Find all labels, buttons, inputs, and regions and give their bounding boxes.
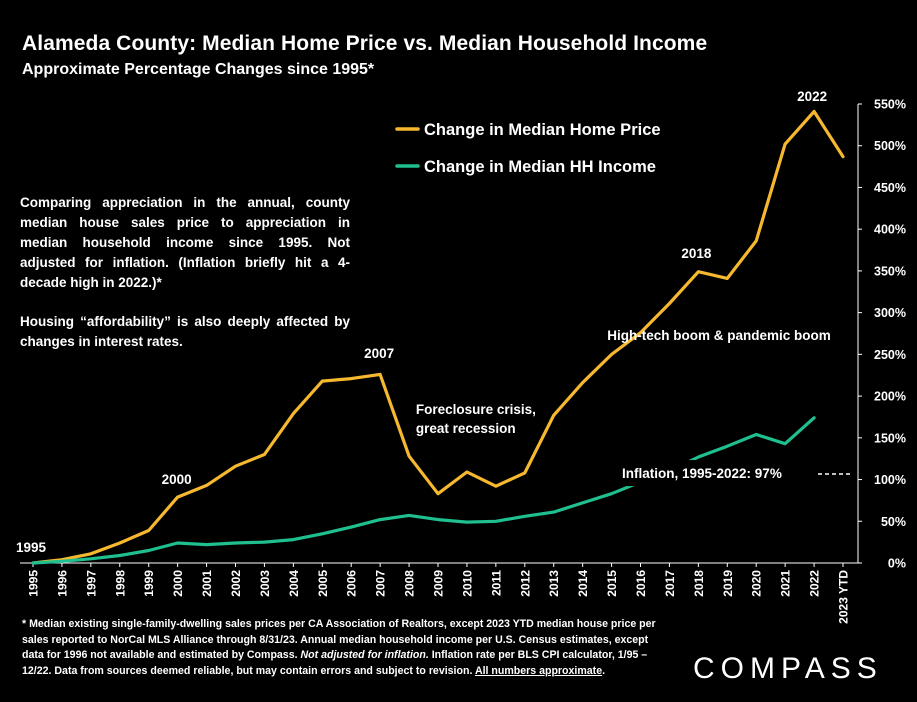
inflation-label: Inflation, 1995-2022: 97% bbox=[622, 466, 782, 481]
inflation-label-box bbox=[616, 460, 812, 487]
y-tick-label: 450% bbox=[874, 181, 906, 195]
x-tick-label: 2022 bbox=[808, 570, 822, 597]
footnote-part-1: * Median existing single-family-dwelling… bbox=[22, 618, 656, 661]
x-tick-label: 2005 bbox=[316, 570, 330, 597]
x-tick-label: 2016 bbox=[634, 570, 648, 597]
x-tick-label: 2014 bbox=[576, 570, 590, 597]
annotation-label: Foreclosure crisis, bbox=[416, 402, 536, 417]
x-tick-label: 2015 bbox=[605, 570, 619, 597]
x-tick-label: 2000 bbox=[171, 570, 185, 597]
x-tick-label: 2007 bbox=[374, 570, 388, 597]
explanatory-note: Comparing appreciation in the annual, co… bbox=[20, 193, 350, 371]
x-tick-label: 2002 bbox=[229, 570, 243, 597]
x-tick-label: 2018 bbox=[692, 570, 706, 597]
footnote-italic: Not adjusted for inflation. bbox=[300, 649, 429, 661]
x-tick-label: 2004 bbox=[287, 570, 301, 597]
compass-logo: COMPASS bbox=[693, 652, 883, 685]
y-tick-label: 50% bbox=[881, 515, 906, 529]
home-price-series-line bbox=[31, 109, 845, 565]
x-tick-label: 2009 bbox=[432, 570, 446, 597]
footnote-end: . bbox=[602, 664, 606, 677]
x-tick-label: 2011 bbox=[489, 570, 503, 596]
legend-label: Change in Median Home Price bbox=[424, 121, 661, 139]
annotation-label: great recession bbox=[416, 421, 516, 436]
x-tick-label: 2010 bbox=[460, 570, 474, 597]
footnote: * Median existing single-family-dwelling… bbox=[22, 617, 662, 679]
annotation-label: 2022 bbox=[797, 89, 827, 104]
y-tick-label: 100% bbox=[874, 473, 906, 487]
x-tick-label: 2013 bbox=[547, 570, 561, 597]
y-tick-label: 550% bbox=[874, 98, 906, 112]
annotation-label: 2007 bbox=[364, 346, 394, 361]
x-tick-label: 2023 YTD bbox=[837, 570, 851, 624]
y-tick-label: 400% bbox=[874, 223, 906, 237]
chart-title: Alameda County: Median Home Price vs. Me… bbox=[22, 32, 708, 55]
x-tick-label: 1996 bbox=[55, 570, 69, 597]
x-tick-label: 1995 bbox=[27, 570, 41, 597]
x-tick-label: 2021 bbox=[779, 570, 793, 597]
income-series-line bbox=[31, 416, 816, 565]
y-tick-label: 200% bbox=[874, 390, 906, 404]
x-tick-label: 2020 bbox=[750, 570, 764, 597]
y-tick-label: 350% bbox=[874, 264, 906, 278]
y-tick-label: 250% bbox=[874, 348, 906, 362]
y-tick-label: 150% bbox=[874, 431, 906, 445]
x-tick-label: 2008 bbox=[403, 570, 417, 597]
annotation-label: 2018 bbox=[681, 246, 712, 261]
x-tick-label: 1998 bbox=[113, 570, 127, 597]
x-tick-label: 2006 bbox=[345, 570, 359, 597]
x-tick-label: 2003 bbox=[258, 570, 272, 597]
y-tick-label: 500% bbox=[874, 139, 906, 153]
y-tick-label: 0% bbox=[888, 557, 906, 571]
footnote-part-2: Inflation rate per BLS CPI calculator, 1… bbox=[22, 649, 648, 677]
x-tick-label: 2017 bbox=[663, 570, 677, 597]
legend-label: Change in Median HH Income bbox=[424, 158, 656, 176]
x-tick-label: 1999 bbox=[142, 570, 156, 597]
x-tick-label: 1997 bbox=[84, 570, 98, 597]
footnote-underlined: All numbers approximate bbox=[474, 664, 603, 677]
chart-subtitle: Approximate Percentage Changes since 199… bbox=[22, 61, 375, 78]
annotation-label: 2000 bbox=[162, 472, 192, 487]
annotation-label: High-tech boom & pandemic boom bbox=[607, 328, 831, 343]
note-paragraph-2: Housing “affordability” is also deeply a… bbox=[20, 314, 350, 349]
x-tick-label: 2012 bbox=[518, 570, 532, 597]
y-tick-label: 300% bbox=[874, 306, 906, 320]
x-tick-label: 2001 bbox=[200, 570, 214, 597]
note-paragraph-1: Comparing appreciation in the annual, co… bbox=[20, 195, 350, 290]
annotation-label: 1995 bbox=[16, 540, 47, 555]
x-tick-label: 2019 bbox=[721, 570, 735, 597]
